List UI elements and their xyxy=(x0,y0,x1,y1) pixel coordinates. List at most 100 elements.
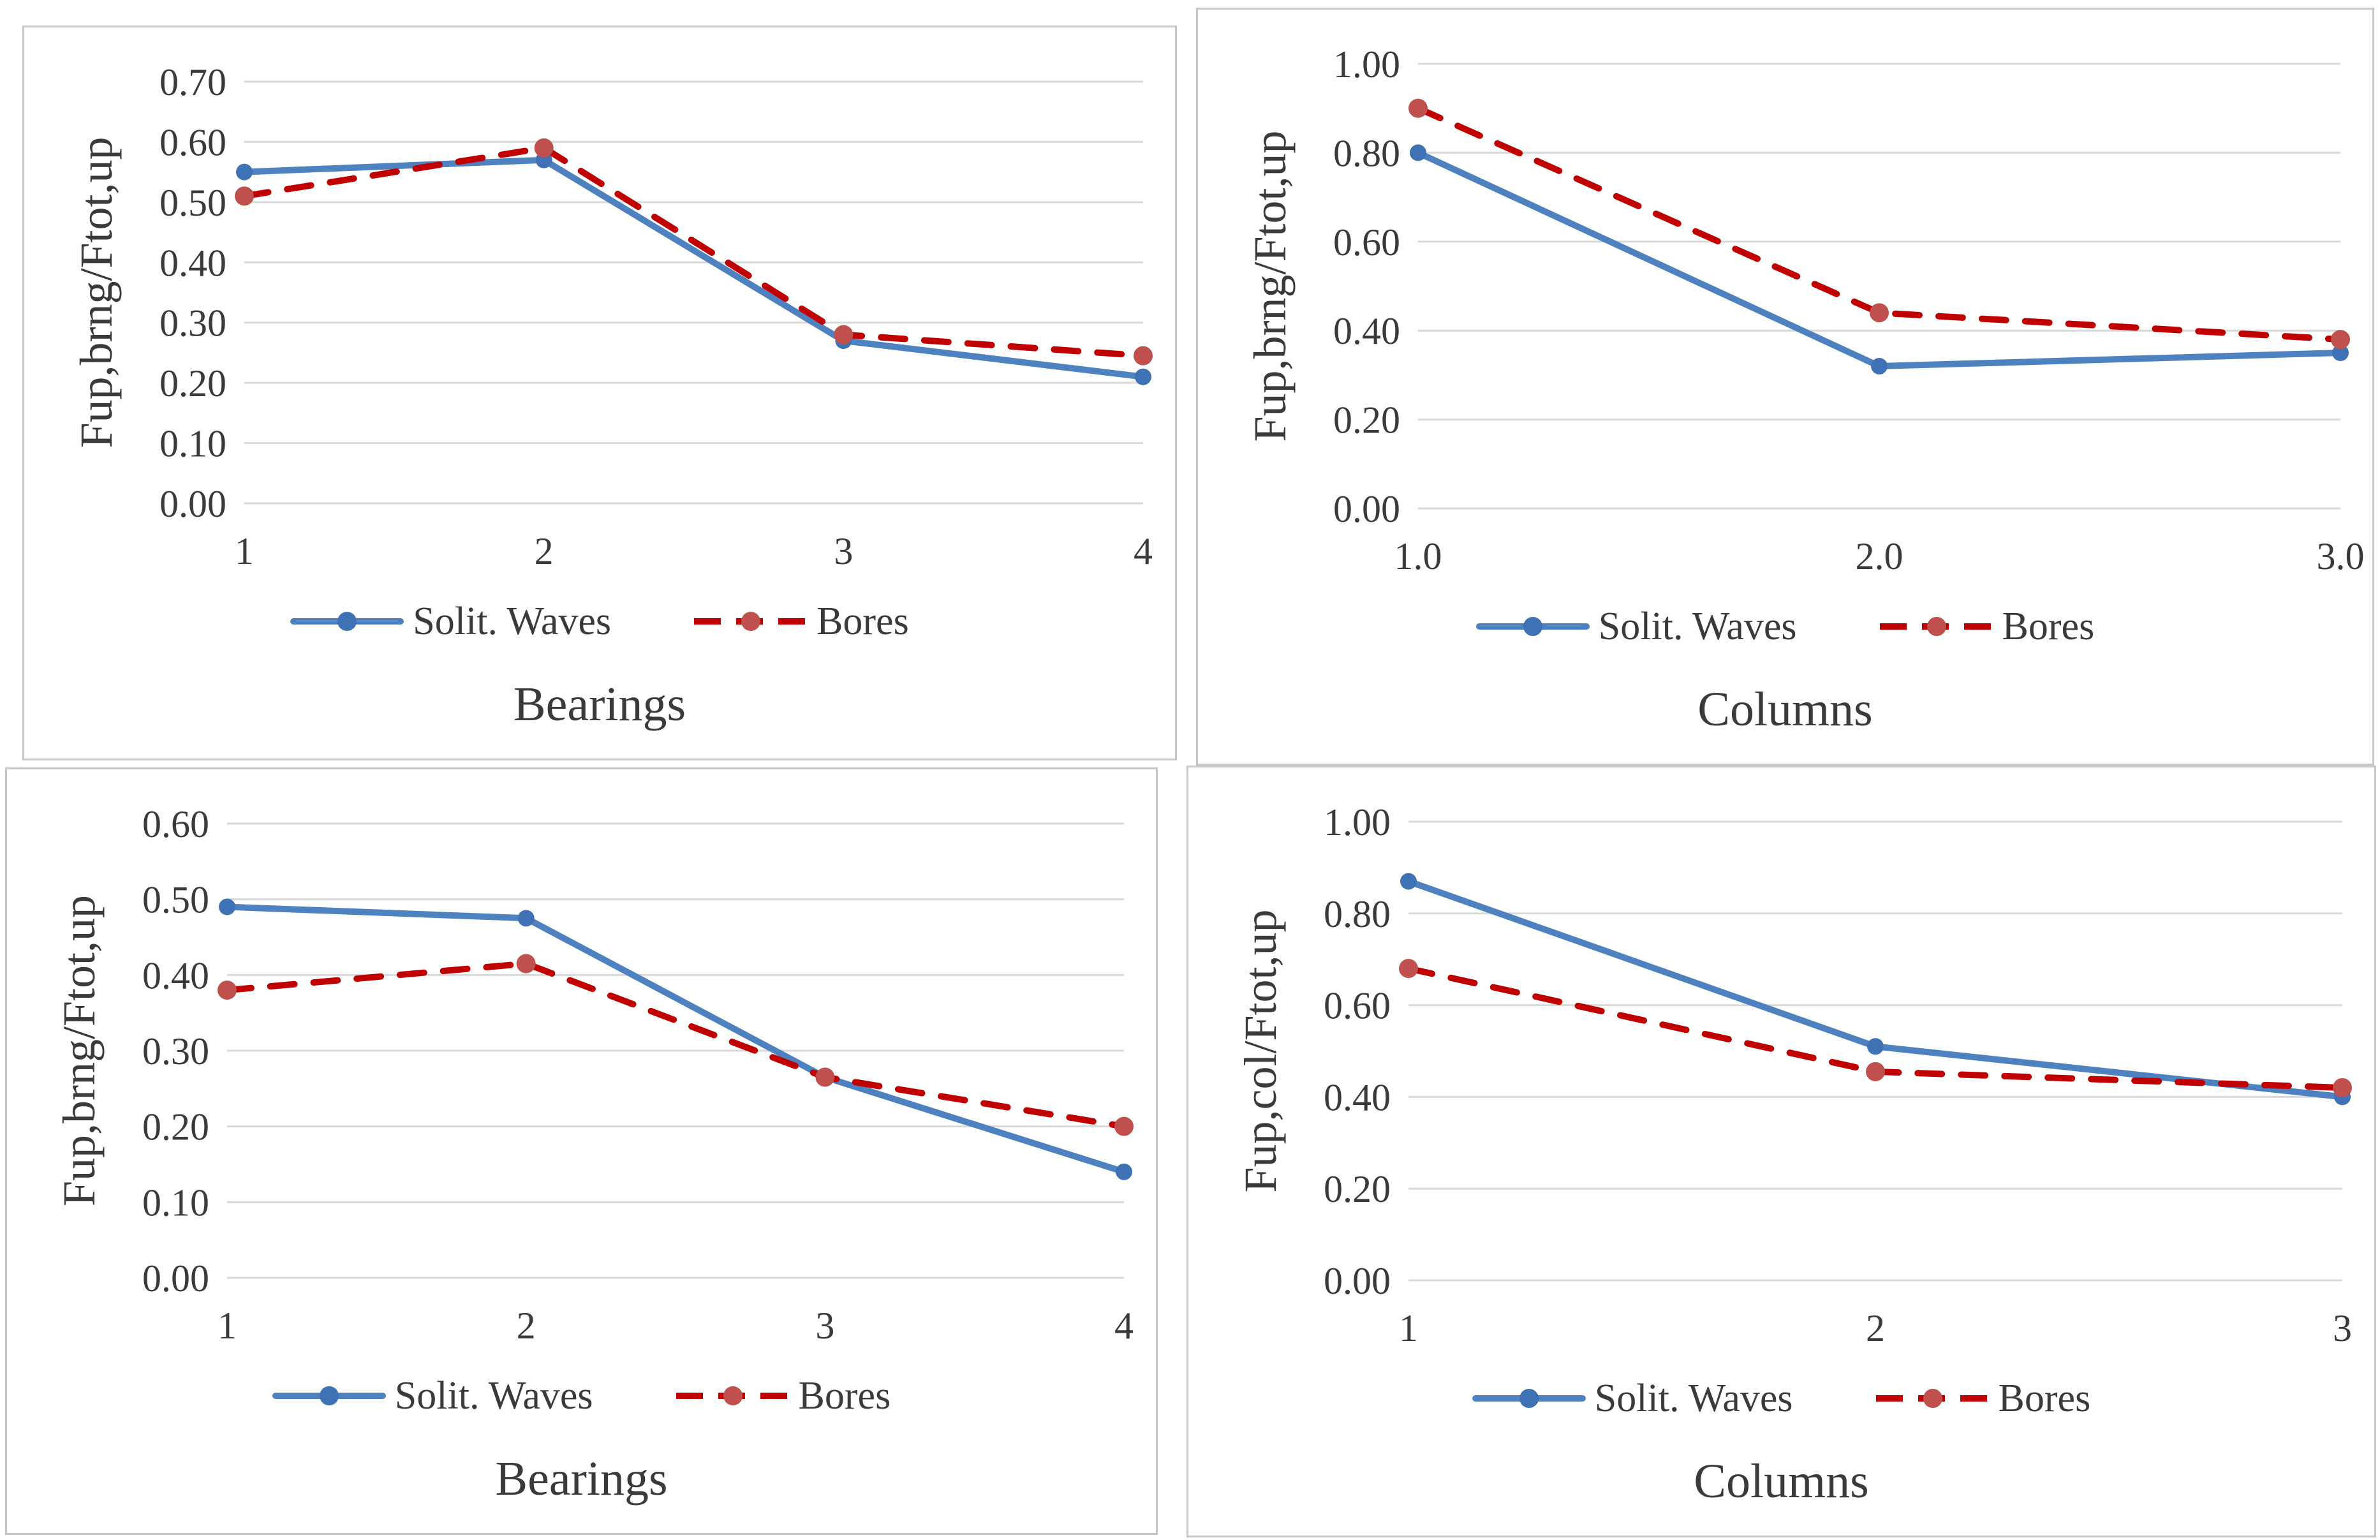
x-tick-label: 1 xyxy=(235,530,254,572)
series-line-bores xyxy=(224,960,1127,1130)
y-tick-label: 0.60 xyxy=(1324,985,1391,1027)
legend-item-solit-waves: Solit. Waves xyxy=(1472,1376,1793,1421)
data-point-marker-solit-waves xyxy=(517,910,535,927)
y-tick-label: 0.40 xyxy=(142,954,209,996)
series-line-bores xyxy=(241,144,1146,359)
series-line-solit-waves xyxy=(244,156,1144,380)
y-tick-label: 0.40 xyxy=(1333,310,1400,352)
circle-marker-icon xyxy=(1519,1389,1539,1408)
legend-line-sample xyxy=(1875,1389,1990,1408)
x-tick-label: 1.0 xyxy=(1394,535,1442,577)
plot-area: 0.00 0.20 0.40 0.60 0.80 1.00 Fup,brng/Ftot,up… xyxy=(1245,43,2364,577)
legend-label: Bores xyxy=(798,1373,891,1418)
x-axis-title: Columns xyxy=(1697,683,1873,736)
x-tick-label: 1 xyxy=(1399,1307,1418,1349)
data-point-marker-solit-waves xyxy=(1116,1163,1132,1180)
legend-line-sample xyxy=(1475,617,1590,636)
data-point-marker-bores xyxy=(2331,330,2350,350)
x-tick-label: 2 xyxy=(517,1305,536,1347)
y-axis-title: Fup,col/Ftot,up xyxy=(1235,909,1286,1192)
circle-marker-icon xyxy=(319,1386,339,1405)
y-tick-label: 0.20 xyxy=(1324,1168,1391,1210)
x-tick-label: 2 xyxy=(1866,1307,1885,1349)
x-tick-label: 4 xyxy=(1134,530,1153,572)
data-point-marker-solit-waves xyxy=(1871,357,1888,374)
legend-line-sample xyxy=(1879,617,1993,636)
data-point-marker-solit-waves xyxy=(219,898,235,915)
y-tick-label: 0.80 xyxy=(1324,893,1391,935)
legend-item-bores: Bores xyxy=(1879,604,2095,649)
legend-label: Solit. Waves xyxy=(1594,1376,1793,1420)
circle-marker-icon xyxy=(1926,617,1946,636)
legend-item-solit-waves: Solit. Waves xyxy=(1475,604,1797,649)
y-tick-label: 0.60 xyxy=(1333,221,1400,263)
y-axis-title: Fup,brng/Ftot,up xyxy=(1245,130,1296,441)
legend-label: Bores xyxy=(2002,604,2095,648)
y-tick-label: 1.00 xyxy=(1324,801,1391,843)
data-point-marker-bores xyxy=(516,954,536,974)
circle-marker-icon xyxy=(337,612,357,631)
x-tick-label: 3 xyxy=(834,530,853,572)
y-tick-label: 0.50 xyxy=(159,182,226,224)
legend-item-bores: Bores xyxy=(1875,1376,2091,1421)
legend-label: Bores xyxy=(817,599,909,643)
y-tick-label: 0.40 xyxy=(1324,1076,1391,1118)
x-axis-title: Bearings xyxy=(495,1452,668,1506)
legend-line-sample xyxy=(272,1386,386,1405)
x-axis-title: Columns xyxy=(1694,1455,1869,1508)
legend-label: Solit. Waves xyxy=(413,599,612,643)
y-tick-label: 0.10 xyxy=(159,423,226,465)
x-tick-label: 2.0 xyxy=(1856,535,1903,577)
y-tick-label: 0.20 xyxy=(1333,399,1400,441)
legend-item-bores: Bores xyxy=(676,1373,891,1419)
legend-label: Solit. Waves xyxy=(394,1373,593,1418)
y-tick-label: 0.40 xyxy=(159,242,226,284)
x-tick-label: 1 xyxy=(218,1305,237,1347)
legend-label: Bores xyxy=(1998,1376,2091,1420)
circle-marker-icon xyxy=(723,1386,743,1405)
data-point-marker-solit-waves xyxy=(1400,873,1417,890)
legend: Solit. Waves Bores xyxy=(7,1354,1156,1437)
data-point-marker-solit-waves xyxy=(1867,1038,1884,1055)
legend-label: Solit. Waves xyxy=(1598,604,1797,648)
plot-area: 0.00 0.10 0.20 0.30 0.40 0.50 0.60 Fup,brng/Fto… xyxy=(54,803,1134,1347)
data-point-marker-bores xyxy=(2333,1078,2352,1098)
circle-marker-icon xyxy=(1923,1389,1942,1408)
legend-line-sample xyxy=(290,612,404,631)
y-tick-label: 0.20 xyxy=(142,1106,209,1148)
legend-item-solit-waves: Solit. Waves xyxy=(272,1373,593,1419)
x-tick-label: 3 xyxy=(2333,1307,2352,1349)
data-point-marker-bores xyxy=(1114,1116,1134,1136)
legend: Solit. Waves Bores xyxy=(1198,585,2372,668)
y-tick-label: 0.10 xyxy=(142,1181,209,1224)
legend-line-sample xyxy=(1472,1389,1586,1408)
data-point-marker-bores xyxy=(1134,346,1153,366)
chart-panel-bearings-lower: 0.00 0.10 0.20 0.30 0.40 0.50 0.60 Fup,brng/Fto… xyxy=(5,767,1158,1535)
legend: Solit. Waves Bores xyxy=(1188,1357,2374,1440)
y-tick-label: 0.30 xyxy=(142,1030,209,1072)
x-tick-label: 3 xyxy=(815,1305,834,1347)
circle-marker-icon xyxy=(1523,617,1542,636)
y-tick-label: 0.00 xyxy=(159,483,226,525)
data-point-marker-solit-waves xyxy=(236,163,253,181)
series-line-solit-waves xyxy=(226,903,1125,1175)
data-point-marker-bores xyxy=(534,138,554,158)
plot-area: 0.00 0.10 0.20 0.30 0.40 0.50 0.60 0.70 Fup,brng… xyxy=(71,61,1153,572)
legend-line-sample xyxy=(676,1386,790,1405)
y-tick-label: 0.00 xyxy=(1333,488,1400,530)
legend-item-bores: Bores xyxy=(694,599,909,644)
data-point-marker-bores xyxy=(1408,98,1428,118)
y-tick-label: 0.50 xyxy=(142,879,209,921)
y-tick-label: 0.60 xyxy=(142,803,209,845)
data-point-marker-bores xyxy=(218,981,237,1000)
data-point-marker-bores xyxy=(1870,303,1889,323)
x-tick-label: 4 xyxy=(1114,1305,1134,1347)
plot-area: 0.00 0.20 0.40 0.60 0.80 1.00 Fup,col/Ftot,up 1… xyxy=(1235,801,2352,1349)
legend: Solit. Waves Bores xyxy=(24,580,1175,663)
data-point-marker-bores xyxy=(1866,1062,1885,1081)
y-tick-label: 0.80 xyxy=(1333,132,1400,174)
data-point-marker-solit-waves xyxy=(1135,368,1151,385)
data-point-marker-solit-waves xyxy=(2332,344,2349,362)
legend-line-sample xyxy=(694,612,808,631)
